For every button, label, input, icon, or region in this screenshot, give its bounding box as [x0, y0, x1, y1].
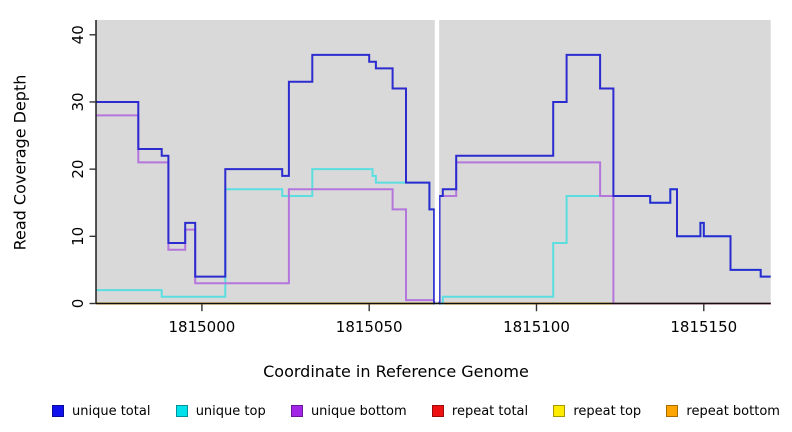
y-tick-label: 30	[69, 92, 87, 111]
legend-swatch-repeat-total	[431, 405, 444, 417]
x-tick-label: 1815100	[503, 318, 570, 336]
legend-label-unique-bottom: unique bottom	[310, 403, 407, 419]
x-tick-label: 1815000	[168, 318, 235, 336]
legend-item-unique-bottom: unique bottom	[290, 403, 407, 419]
y-tick-label: 10	[69, 227, 87, 246]
legend-swatch-repeat-bottom	[666, 405, 679, 417]
legend-swatch-unique-total	[52, 405, 64, 417]
y-tick-label: 40	[69, 25, 87, 44]
y-tick-label: 20	[69, 160, 87, 179]
legend-label-unique-total: unique total	[72, 403, 151, 419]
legend-label-repeat-total: repeat total	[451, 403, 529, 419]
x-axis-label: Coordinate in Reference Genome	[263, 362, 529, 381]
x-tick-label: 1815050	[336, 318, 403, 336]
legend-label-repeat-bottom: repeat bottom	[686, 403, 780, 419]
legend-item-repeat-bottom: repeat bottom	[666, 405, 780, 418]
y-tick-label: 0	[69, 299, 87, 309]
y-axis-label: Read Coverage Depth	[10, 74, 30, 251]
legend-swatch-repeat-top	[553, 405, 566, 417]
missing-data-gap	[434, 19, 440, 302]
legend-swatch-unique-top	[175, 405, 188, 417]
legend-swatch-unique-bottom	[290, 405, 303, 417]
series-line-unique-total	[96, 53, 771, 305]
legend-item-unique-top: unique top	[175, 403, 266, 419]
legend-item-repeat-top: repeat top	[553, 405, 641, 418]
legend-label-unique-top: unique top	[195, 403, 266, 419]
legend-item-repeat-total: repeat total	[431, 403, 529, 419]
x-tick-label: 1815150	[670, 318, 737, 336]
legend-item-unique-total: unique total	[52, 405, 150, 418]
legend-label-repeat-top: repeat top	[573, 403, 642, 419]
legend: unique total unique top unique bottom repea…	[0, 400, 792, 422]
